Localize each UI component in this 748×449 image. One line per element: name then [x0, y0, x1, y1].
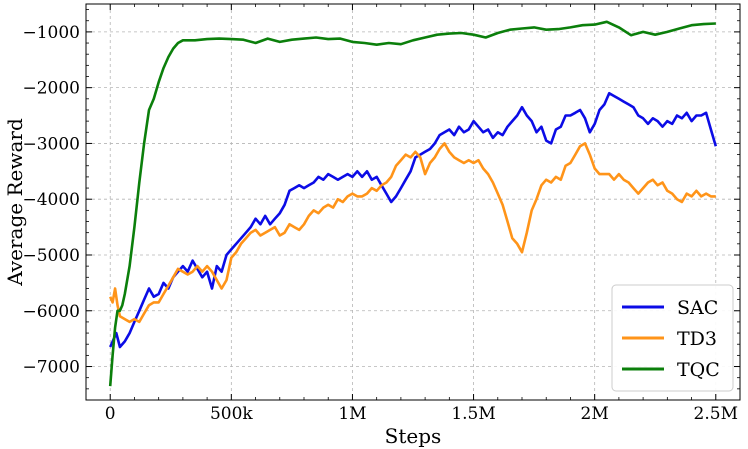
series-line-td3 — [109, 142, 716, 324]
y-tick-label: −6000 — [22, 302, 80, 322]
x-axis-label: Steps — [385, 424, 442, 448]
series-line-sac — [109, 91, 718, 349]
grid-lines — [86, 4, 740, 400]
y-tick-label: −3000 — [22, 134, 80, 154]
axes-frame — [85, 3, 741, 401]
y-tick-label: −2000 — [22, 79, 80, 99]
y-tick-label: −7000 — [22, 358, 80, 378]
y-tick-label: −4000 — [22, 190, 80, 210]
tick-labels: 0 500k 1M 1.5M 2M 2.5M −1000 −2000 −3000 −4000 −50… — [22, 23, 738, 424]
x-tick-label: 1M — [338, 404, 366, 424]
x-tick-label: 500k — [210, 404, 253, 424]
legend-label-tqc: TQC — [677, 359, 720, 381]
series-layer — [108, 20, 718, 387]
y-tick-label: −1000 — [22, 23, 80, 43]
y-axis-label: Average Reward — [3, 118, 27, 287]
y-tick-label: −5000 — [22, 246, 80, 266]
legend-label-td3: TD3 — [677, 328, 717, 350]
x-tick-label: 1.5M — [451, 404, 495, 424]
x-tick-label: 2.5M — [694, 404, 738, 424]
legend-box — [611, 284, 734, 392]
legend: SAC TD3 TQC — [611, 284, 734, 392]
x-tick-label: 2M — [581, 404, 609, 424]
x-tick-label: 0 — [105, 404, 116, 424]
axis-ticks — [86, 4, 740, 400]
series-line-tqc — [108, 20, 716, 387]
legend-label-sac: SAC — [677, 297, 718, 319]
